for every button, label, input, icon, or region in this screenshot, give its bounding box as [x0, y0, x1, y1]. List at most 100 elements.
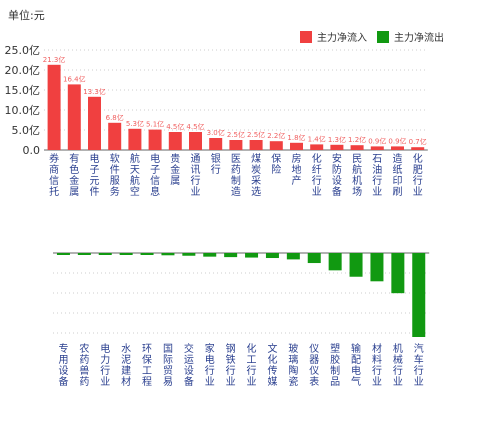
unit-label: 单位:元: [8, 9, 45, 22]
category-label-char: 保: [142, 353, 152, 366]
category-label-char: 电: [351, 364, 361, 377]
category-label-char: 化: [267, 353, 277, 366]
category-label-char: 运: [184, 354, 194, 366]
category-label-char: 璃: [288, 353, 298, 366]
category-label-char: 有: [69, 152, 79, 165]
category-label-char: 汽: [414, 342, 424, 355]
bar-造纸印刷: [391, 146, 404, 150]
category-label-char: 子: [150, 164, 160, 176]
bar-水泥建材: [119, 253, 133, 255]
category-label-char: 用: [58, 355, 68, 366]
legend-item-inflow[interactable]: 主力净流入: [300, 29, 367, 44]
category-label-char: 保: [271, 152, 281, 165]
category-label-char: 行: [393, 364, 403, 377]
category-label-char: 空: [130, 185, 140, 198]
category-label-char: 备: [58, 375, 68, 388]
bar-专用设备: [56, 253, 70, 255]
bar-农药兽药: [77, 253, 91, 255]
value-label: 3.0亿: [207, 128, 225, 137]
category-label-char: 行: [414, 364, 424, 377]
y-tick-label: 15.0亿: [5, 84, 41, 97]
category-label-char: 媒: [267, 376, 277, 388]
category-label-char: 仪: [309, 365, 319, 377]
bar-券商信托: [47, 64, 61, 150]
value-label: 5.3亿: [126, 119, 144, 128]
bar-贵金属: [168, 132, 182, 150]
category-label-char: 行: [247, 364, 257, 377]
bar-输配电气: [349, 253, 363, 277]
category-label-char: 业: [100, 376, 110, 388]
category-label-char: 传: [267, 365, 277, 377]
category-label-char: 力: [100, 353, 110, 366]
y-tick-label: 25.0亿: [5, 44, 41, 57]
bar-环保工程: [140, 253, 154, 255]
category-label-char: 制: [231, 174, 241, 187]
category-label-char: 贵: [170, 152, 180, 165]
category-label-char: 设: [332, 175, 342, 187]
bar-钢铁行业: [224, 253, 238, 258]
value-label: 0.9亿: [368, 136, 386, 145]
category-label-char: 天: [130, 165, 140, 176]
category-label-char: 金: [170, 163, 180, 176]
category-label-char: 防: [332, 163, 342, 176]
category-label-char: 电: [205, 353, 215, 366]
y-tick-label: 0.0: [23, 144, 41, 157]
category-label-char: 电: [100, 342, 110, 355]
category-label-char: 业: [191, 186, 201, 198]
category-label-char: 文: [267, 342, 277, 355]
inflow-swatch: [300, 30, 312, 43]
category-label-char: 造: [231, 185, 241, 198]
category-label-char: 场: [352, 185, 362, 198]
legend-item-outflow[interactable]: 主力净流出: [377, 29, 444, 44]
bar-化工行业: [245, 253, 259, 258]
category-label-char: 造: [393, 152, 403, 165]
category-label-char: 胶: [330, 353, 340, 366]
category-label-char: 业: [205, 376, 215, 388]
value-label: 2.5亿: [227, 130, 245, 139]
bar-国际贸易: [161, 253, 175, 256]
category-label-char: 业: [372, 186, 382, 198]
value-label: 21.3亿: [43, 55, 66, 64]
category-label-char: 料: [372, 353, 382, 366]
category-label-char: 银: [211, 152, 221, 165]
category-label-char: 子: [90, 164, 100, 176]
category-label-char: 表: [309, 375, 319, 388]
bar-有色金属: [67, 84, 81, 150]
bar-交运设备: [182, 253, 196, 256]
category-label-char: 材: [372, 342, 382, 355]
category-label-char: 煤: [251, 152, 261, 165]
category-label-char: 设: [58, 365, 68, 377]
category-label-char: 配: [351, 354, 361, 366]
bar-汽车行业: [412, 253, 426, 337]
category-label-char: 水: [121, 343, 131, 355]
bar-煤炭采选: [249, 140, 263, 150]
category-label-char: 农: [79, 342, 89, 355]
category-label-char: 制: [330, 364, 340, 377]
category-label-char: 行: [413, 174, 423, 187]
category-label-char: 玻: [288, 342, 298, 355]
category-label-char: 信: [49, 175, 59, 187]
category-label-char: 油: [372, 163, 382, 176]
category-label-char: 航: [130, 152, 140, 165]
category-label-char: 输: [351, 342, 361, 355]
value-label: 0.7亿: [409, 137, 427, 146]
category-label-char: 纸: [393, 163, 403, 176]
bar-家电行业: [203, 253, 217, 257]
category-label-char: 信: [150, 175, 160, 187]
category-label-char: 讯: [191, 164, 201, 176]
bar-化纤行业: [310, 144, 324, 150]
category-label-char: 业: [312, 186, 322, 198]
value-label: 1.3亿: [328, 135, 346, 144]
category-label-char: 务: [110, 185, 120, 198]
category-label-char: 电: [150, 152, 160, 165]
category-label-char: 民: [352, 153, 362, 165]
category-label-char: 专: [58, 342, 68, 355]
category-label-char: 航: [352, 163, 362, 176]
category-label-char: 瓷: [288, 375, 298, 388]
category-label-char: 备: [184, 375, 194, 388]
category-label-char: 托: [49, 185, 59, 198]
category-label-char: 色: [69, 163, 79, 176]
bar-仪器仪表: [307, 253, 321, 264]
